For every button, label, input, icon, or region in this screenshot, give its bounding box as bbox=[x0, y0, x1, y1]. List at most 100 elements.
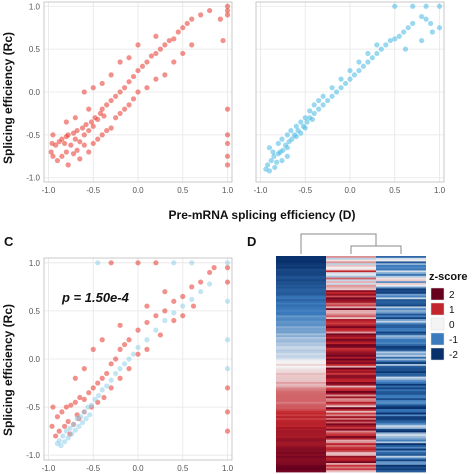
heatmap-cell bbox=[326, 320, 376, 323]
heatmap-cell bbox=[276, 398, 326, 401]
panel-label-d: D bbox=[247, 234, 256, 249]
heatmap-cell bbox=[326, 448, 376, 451]
heatmap-cell bbox=[276, 446, 326, 449]
heatmap-cell bbox=[276, 461, 326, 464]
data-point bbox=[284, 145, 290, 151]
heatmap-cell bbox=[376, 394, 426, 397]
data-point bbox=[65, 418, 71, 425]
data-point bbox=[56, 428, 62, 434]
data-point bbox=[49, 423, 55, 429]
data-point bbox=[90, 385, 96, 391]
data-point bbox=[65, 435, 71, 441]
data-point bbox=[162, 42, 168, 48]
heatmap-cell bbox=[376, 439, 426, 442]
heatmap-cell bbox=[376, 313, 426, 316]
heatmap-cell bbox=[376, 376, 426, 379]
data-point bbox=[275, 140, 281, 147]
data-point bbox=[419, 37, 425, 44]
heatmap-cell bbox=[276, 378, 326, 381]
data-point bbox=[271, 153, 277, 159]
x-tick-label: 0.0 bbox=[132, 464, 144, 473]
heatmap-cell bbox=[326, 322, 376, 325]
legend-swatch bbox=[430, 347, 445, 361]
heatmap-cell bbox=[276, 367, 326, 370]
data-point bbox=[70, 421, 77, 428]
heatmap-cell bbox=[376, 387, 426, 390]
data-point bbox=[265, 162, 271, 168]
heatmap-cell bbox=[376, 360, 426, 363]
data-point bbox=[99, 132, 105, 138]
data-point bbox=[130, 351, 137, 357]
heatmap-cell bbox=[376, 279, 426, 282]
data-point bbox=[224, 140, 231, 147]
heatmap-cell bbox=[376, 355, 426, 358]
heatmap-cell bbox=[326, 419, 376, 422]
data-point bbox=[76, 423, 82, 429]
heatmap-cell bbox=[376, 346, 426, 349]
heatmap-cell bbox=[326, 373, 376, 376]
data-point bbox=[86, 106, 92, 112]
data-point bbox=[180, 50, 186, 57]
data-point bbox=[126, 337, 132, 343]
heatmap-cell bbox=[376, 378, 426, 381]
data-point bbox=[280, 147, 286, 153]
data-point bbox=[338, 76, 344, 82]
heatmap-cell bbox=[276, 436, 326, 439]
heatmap-cell bbox=[276, 275, 326, 278]
heatmap-cell bbox=[276, 310, 326, 313]
heatmap-cell bbox=[276, 274, 326, 277]
heatmap-cell bbox=[376, 302, 426, 305]
x-tick-label: -0.5 bbox=[86, 464, 100, 473]
data-point bbox=[99, 80, 105, 87]
heatmap-cell bbox=[326, 425, 376, 428]
y-tick-label: 1.0 bbox=[29, 2, 41, 11]
data-point bbox=[284, 153, 290, 159]
plot-frame-a-left bbox=[43, 1, 233, 183]
heatmap-cell bbox=[376, 407, 426, 410]
data-point bbox=[311, 110, 317, 117]
data-point bbox=[81, 409, 87, 415]
heatmap-cell bbox=[326, 369, 376, 372]
heatmap-cell bbox=[326, 317, 376, 320]
heatmap-cell bbox=[326, 301, 376, 304]
y-tick-label: -1.0 bbox=[26, 451, 40, 460]
heatmap-cell bbox=[376, 434, 426, 437]
heatmap-cell bbox=[276, 333, 326, 336]
data-point bbox=[108, 260, 114, 266]
y-tick-label: -1.0 bbox=[26, 174, 40, 183]
heatmap-cell bbox=[376, 338, 426, 341]
data-point bbox=[86, 149, 92, 155]
data-point bbox=[108, 125, 114, 131]
heatmap-cell bbox=[376, 410, 426, 413]
data-point bbox=[365, 50, 371, 57]
data-point bbox=[50, 153, 56, 159]
data-point bbox=[374, 50, 380, 57]
heatmap-cell bbox=[276, 288, 326, 291]
heatmap-cell bbox=[276, 337, 326, 340]
panel-label-c: C bbox=[4, 234, 14, 249]
tick-layer: -1.0 -0.5 0.0 0.5 1.0 -1.0 -0.5 0.0 0.5 1.0 -1.0 -0… bbox=[26, 2, 445, 473]
data-point bbox=[101, 113, 107, 119]
data-point bbox=[79, 419, 86, 426]
heatmap-cell bbox=[326, 418, 376, 421]
heatmap-cell bbox=[376, 301, 426, 304]
data-point bbox=[63, 149, 69, 155]
x-tick-label: -1.0 bbox=[42, 464, 56, 473]
x-tick-label: 0.5 bbox=[177, 464, 189, 473]
data-point bbox=[338, 85, 344, 91]
point-layer bbox=[48, 3, 443, 449]
heatmap-cell bbox=[376, 292, 426, 295]
heatmap-cell bbox=[376, 265, 426, 268]
heatmap-cell bbox=[326, 306, 376, 309]
heatmap-cell bbox=[376, 311, 426, 314]
data-point bbox=[144, 303, 150, 309]
heatmap-cell bbox=[276, 292, 326, 295]
data-point bbox=[104, 370, 110, 377]
heatmap-cell bbox=[376, 389, 426, 392]
data-point bbox=[148, 53, 155, 59]
heatmap-cell bbox=[326, 466, 376, 469]
heatmap-cell bbox=[276, 374, 326, 377]
heatmap-cell bbox=[326, 445, 376, 448]
data-point bbox=[293, 133, 299, 140]
data-point bbox=[95, 116, 101, 123]
